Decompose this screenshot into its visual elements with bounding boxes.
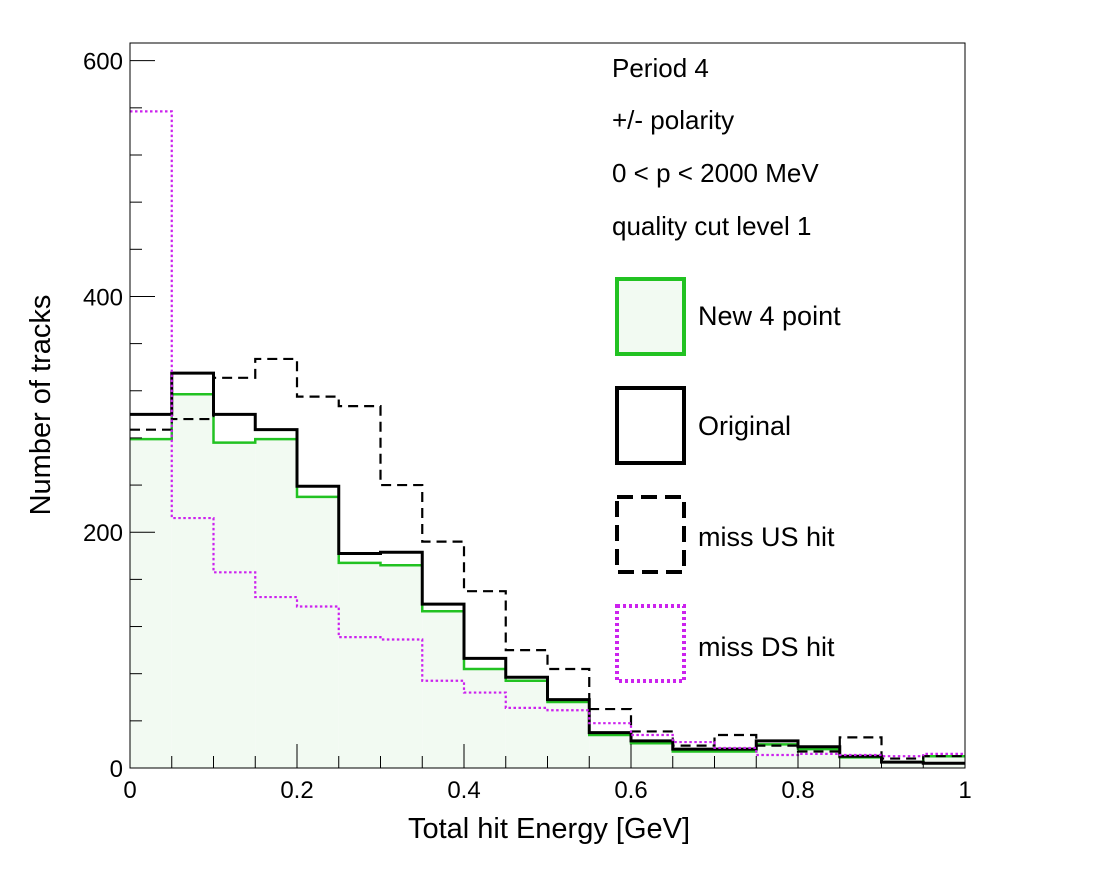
- legend-swatch-original: [615, 386, 686, 465]
- annotation-momentum-range: 0 < p < 2000 MeV: [612, 158, 819, 188]
- bar-new-4-point-9: [505, 680, 548, 768]
- bar-new-4-point-8: [464, 668, 506, 768]
- x-tick-label-3: 0.6: [614, 777, 647, 804]
- y-tick-label-1: 200: [83, 520, 123, 547]
- series-miss-ds-hit: [130, 110, 965, 758]
- legend-swatch-miss-us-hit: [615, 495, 686, 574]
- series-miss-us-hit: [130, 357, 965, 760]
- bar-new-4-point-1: [171, 394, 214, 768]
- series-line-miss-ds-hit: [130, 110, 965, 758]
- annotation-quality-cut: quality cut level 1: [612, 211, 811, 241]
- x-tick-label-4: 0.8: [781, 777, 814, 804]
- bar-new-4-point-10: [547, 701, 590, 768]
- bar-new-4-point-0: [130, 439, 172, 768]
- y-axis-label: Number of tracks: [25, 295, 57, 516]
- bar-new-4-point-15: [756, 744, 798, 768]
- bar-new-4-point-16: [798, 749, 840, 768]
- annotation-polarity: +/- polarity: [612, 105, 734, 135]
- y-tick-label-3: 600: [83, 49, 123, 76]
- bar-new-4-point-2: [213, 442, 256, 768]
- legend-label-miss-us-hit: miss US hit: [698, 522, 835, 552]
- series-line-original: [130, 371, 965, 765]
- series-new-4-point: [130, 393, 965, 768]
- bar-new-4-point-13: [672, 751, 715, 768]
- y-tick-label-0: 0: [110, 756, 123, 783]
- series-line-miss-us-hit: [130, 357, 965, 760]
- legend: New 4 point Original miss US hit miss DS…: [615, 277, 841, 683]
- legend-label-new-4-point: New 4 point: [698, 301, 841, 331]
- x-tick-label-0: 0: [123, 777, 136, 804]
- bar-new-4-point-12: [631, 743, 673, 768]
- legend-swatch-miss-ds-hit: [615, 604, 686, 683]
- x-axis-label: Total hit Energy [GeV]: [408, 813, 690, 845]
- x-tick-label-5: 1: [958, 777, 971, 804]
- series-original: [130, 371, 965, 765]
- x-tick-label-1: 0.2: [280, 777, 313, 804]
- bar-new-4-point-11: [589, 734, 631, 768]
- bar-new-4-point-18: [881, 762, 924, 768]
- bar-new-4-point-7: [422, 611, 464, 768]
- bar-new-4-point-14: [714, 751, 757, 768]
- legend-swatch-new-4-point: [615, 277, 686, 356]
- bar-new-4-point-4: [297, 496, 339, 768]
- axis-ticks-layer: 0 0.2 0.4 0.6 0.8 1 0 200 400 600: [83, 49, 972, 804]
- bar-new-4-point-5: [338, 562, 381, 768]
- bar-new-4-point-6: [380, 565, 423, 768]
- bar-new-4-point-3: [255, 439, 297, 768]
- y-tick-label-2: 400: [83, 284, 123, 311]
- histogram-series-layer: [130, 110, 965, 768]
- x-tick-label-2: 0.4: [447, 777, 480, 804]
- bar-new-4-point-17: [839, 757, 882, 768]
- legend-label-original: Original: [698, 411, 791, 441]
- annotation-period: Period 4: [612, 53, 709, 83]
- legend-label-miss-ds-hit: miss DS hit: [698, 632, 835, 662]
